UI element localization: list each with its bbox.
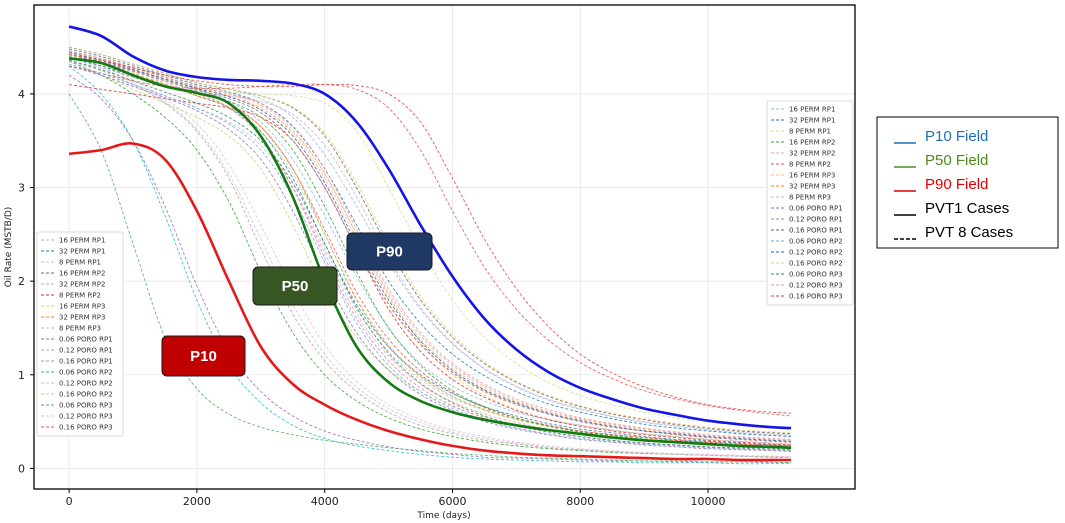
legend-entry: 0.16 PORO RP2 — [59, 391, 113, 399]
series-lines — [68, 46, 792, 465]
x-tick-label: 10000 — [691, 495, 726, 508]
percentile-tag-box — [346, 232, 433, 271]
legend-box — [36, 231, 124, 437]
case-series-line — [68, 54, 792, 443]
x-tick-label: 0 — [66, 495, 73, 508]
axis-ticks: 0 2000 4000 6000 8000 10000 0 1 2 3 4 — [18, 88, 726, 508]
legend-entry: 0.16 PORO RP3 — [59, 424, 113, 432]
legend-entry: 0.06 PORO RP1 — [59, 336, 113, 344]
legend-entry: 8 PERM RP2 — [59, 292, 101, 300]
field-series-line — [68, 25, 792, 430]
legend-right: 16 PERM RP1 32 PERM RP1 8 PERM RP1 16 PERM … — [766, 100, 854, 306]
legend-entry: 0.12 PORO RP2 — [59, 380, 113, 388]
x-tick-label: 6000 — [438, 495, 466, 508]
y-tick-label: 3 — [18, 182, 25, 195]
case-series-line — [68, 65, 792, 465]
legend-entry: 0.16 PORO RP1 — [59, 358, 113, 366]
outer-legend-box — [876, 116, 1059, 249]
outer-legend-label: P50 Field — [925, 152, 988, 169]
legend-entry: 32 PERM RP1 — [789, 117, 835, 125]
case-series-line — [69, 84, 792, 446]
y-tick-label: 4 — [18, 88, 25, 101]
x-tick-label: 2000 — [183, 495, 211, 508]
y-tick-label: 0 — [18, 462, 25, 475]
outer-legend-label: P10 Field — [925, 128, 988, 145]
case-series-line — [68, 54, 792, 448]
case-series-line — [68, 51, 792, 442]
outer-legend: P10 Field P50 Field P90 Field PVT1 Cases PVT… — [876, 116, 1059, 249]
case-series-line — [69, 56, 792, 430]
legend-entry: 0.12 PORO RP1 — [789, 216, 843, 224]
case-series-line — [69, 54, 792, 414]
legend-entry: 0.06 PORO RP3 — [789, 271, 843, 279]
legend-entry: 8 PERM RP3 — [789, 194, 831, 202]
legend-box — [766, 100, 854, 306]
legend-left: 16 PERM RP1 32 PERM RP1 8 PERM RP1 16 PERM … — [36, 231, 124, 437]
legend-entry: 8 PERM RP3 — [59, 325, 101, 333]
case-series-line — [68, 56, 792, 457]
field-series-line — [68, 57, 792, 450]
legend-entry: 0.16 PORO RP3 — [789, 293, 843, 301]
percentile-tags: P10 P50 P90 — [161, 232, 433, 377]
legend-entry: 16 PERM RP2 — [789, 139, 835, 147]
x-tick-label: 8000 — [566, 495, 594, 508]
legend-entry: 0.16 PORO RP2 — [789, 260, 843, 268]
case-series-line — [68, 65, 792, 450]
legend-entry: 16 PERM RP1 — [59, 237, 105, 245]
legend-entry: 0.12 PORO RP1 — [59, 347, 113, 355]
case-series-line — [68, 59, 792, 451]
field-lines — [68, 25, 792, 462]
y-axis-title: Oil Rate (MSTB/D) — [4, 207, 14, 288]
legend-entry: 0.06 PORO RP2 — [789, 238, 843, 246]
legend-entry: 32 PERM RP1 — [59, 248, 105, 256]
legend-entry: 16 PERM RP1 — [789, 106, 835, 114]
legend-entry: 0.12 PORO RP2 — [789, 249, 843, 257]
legend-entry: 0.12 PORO RP3 — [59, 413, 113, 421]
percentile-tag-box — [161, 335, 246, 377]
legend-entry: 0.06 PORO RP2 — [59, 369, 113, 377]
legend-entry: 16 PERM RP3 — [789, 172, 835, 180]
percentile-tag-label: P10 — [190, 348, 217, 365]
legend-entry: 0.06 PORO RP1 — [789, 205, 843, 213]
case-series-line — [69, 60, 792, 436]
legend-entry: 8 PERM RP2 — [789, 161, 831, 169]
legend-entry: 8 PERM RP1 — [789, 128, 831, 136]
legend-entry: 16 PERM RP2 — [59, 270, 105, 278]
x-tick-label: 4000 — [311, 495, 339, 508]
case-series-line — [68, 57, 792, 458]
legend-entry: 32 PERM RP3 — [789, 183, 835, 191]
outer-legend-label: PVT1 Cases — [925, 200, 1009, 217]
legend-entry: 32 PERM RP2 — [789, 150, 835, 158]
outer-legend-label: PVT 8 Cases — [925, 224, 1013, 241]
field-series-line — [68, 142, 792, 462]
legend-entry: 8 PERM RP1 — [59, 259, 101, 267]
case-series-line — [68, 74, 792, 464]
percentile-tag-label: P90 — [376, 244, 403, 261]
case-series-line — [68, 63, 792, 452]
case-series-line — [68, 93, 792, 464]
plot-frame — [33, 4, 856, 490]
legend-entry: 16 PERM RP3 — [59, 303, 105, 311]
case-series-line — [68, 52, 792, 442]
case-series-line — [69, 48, 792, 438]
legend-entry: 32 PERM RP2 — [59, 281, 105, 289]
case-series-line — [68, 65, 792, 453]
legend-entry: 0.16 PORO RP1 — [789, 227, 843, 235]
percentile-tag-box — [252, 266, 338, 306]
x-axis-title: Time (days) — [416, 511, 470, 521]
legend-entry: 32 PERM RP3 — [59, 314, 105, 322]
outer-legend-label: P90 Field — [925, 176, 988, 193]
legend-entry: 0.06 PORO RP3 — [59, 402, 113, 410]
y-tick-label: 1 — [18, 369, 25, 382]
y-tick-label: 2 — [18, 275, 25, 288]
legend-entry: 0.12 PORO RP3 — [789, 282, 843, 290]
case-series-line — [68, 46, 792, 434]
percentile-tag-label: P50 — [282, 278, 309, 295]
case-series-line — [69, 50, 792, 440]
